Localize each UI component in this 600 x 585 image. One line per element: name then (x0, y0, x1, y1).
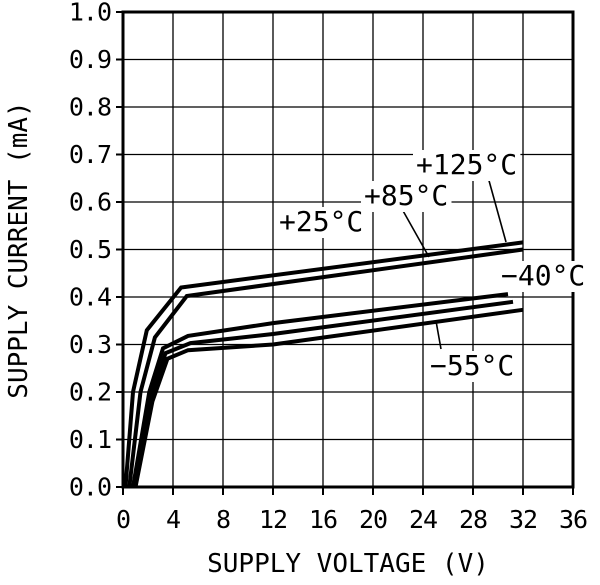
y-tick-label: 0.9 (69, 45, 111, 74)
curve-0 (123, 240, 524, 488)
curve-label: +125°C (416, 148, 517, 181)
x-tick-label: 0 (116, 505, 130, 534)
x-tick-label: 36 (559, 505, 587, 534)
y-axis-title: SUPPLY CURRENT (mA) (4, 101, 34, 398)
x-tick-label: 32 (509, 505, 537, 534)
curve-label-bg (361, 181, 452, 212)
curve-label: +25°C (279, 205, 363, 238)
y-tick-label: 0.5 (69, 235, 111, 264)
leader-line (401, 208, 430, 258)
y-tick-label: 0.6 (69, 188, 111, 217)
x-tick-label: 12 (259, 505, 287, 534)
y-tick-label: 0.1 (69, 425, 111, 454)
leader-line (487, 176, 507, 243)
y-tick-label: 0.7 (69, 140, 111, 169)
x-tick-label: 4 (166, 505, 180, 534)
x-tick-label: 20 (359, 505, 387, 534)
y-tick-label: 1.0 (69, 0, 111, 27)
curve-label-bg (498, 261, 589, 292)
x-tick-label: 16 (309, 505, 337, 534)
y-tick-label: 0.2 (69, 378, 111, 407)
x-axis-title: SUPPLY VOLTAGE (V) (207, 549, 489, 579)
y-tick-label: 0.8 (69, 93, 111, 122)
curve-label-bg (413, 150, 521, 181)
y-tick-label: 0.4 (69, 283, 111, 312)
leader-line (435, 320, 442, 350)
curve-label-bg (427, 351, 518, 382)
x-tick-label: 28 (459, 505, 487, 534)
x-tick-label: 8 (216, 505, 230, 534)
curve-label-bg (276, 207, 367, 238)
curve-label: −40°C (501, 259, 585, 292)
y-tick-label: 0.0 (69, 473, 111, 502)
curve-1 (127, 247, 524, 488)
plot-border (121, 10, 575, 489)
x-tick-label: 24 (409, 505, 437, 534)
curve-label: +85°C (364, 179, 448, 212)
curve-label: −55°C (430, 349, 514, 382)
curve-4 (133, 307, 524, 488)
curve-2 (131, 292, 509, 488)
y-tick-label: 0.3 (69, 330, 111, 359)
curve-3 (132, 299, 514, 488)
